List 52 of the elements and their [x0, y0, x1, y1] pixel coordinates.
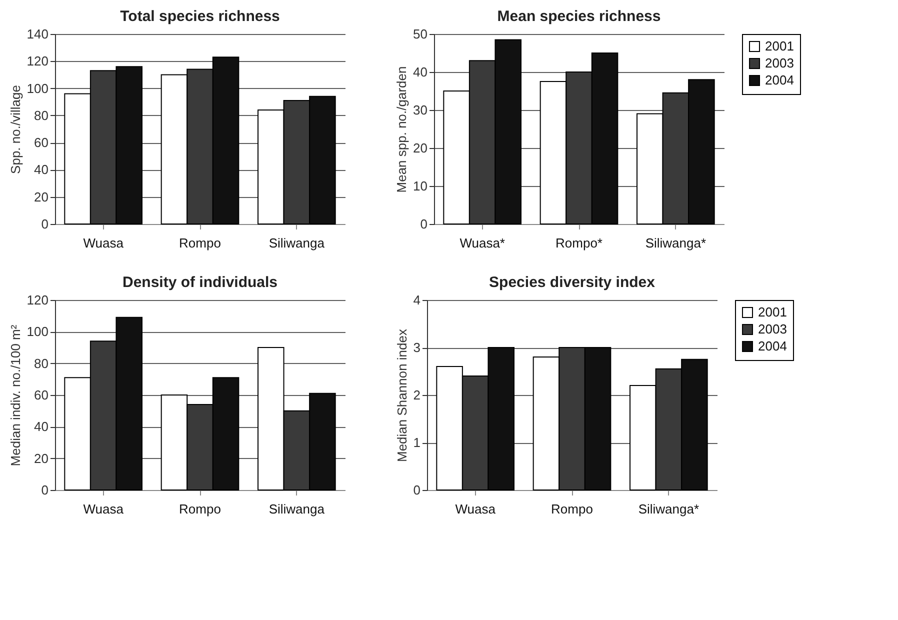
y-tick-label: 20	[34, 189, 48, 204]
y-tick-label: 100	[26, 324, 48, 340]
legend-label: 2001	[765, 38, 794, 54]
y-tick-label: 0	[413, 482, 420, 498]
x-tick-label: Rompo	[179, 502, 221, 516]
y-tick-label: 50	[413, 26, 428, 42]
chart-title: Mean species richness	[497, 8, 661, 25]
y-tick-label: 40	[34, 162, 48, 178]
legend-label: 2004	[758, 338, 787, 354]
y-tick-label: 140	[26, 26, 48, 42]
x-tick-label: Rompo*	[556, 236, 602, 250]
y-axis-title: Mean spp. no./garden	[394, 66, 410, 193]
y-axis-title: Spp. no./village	[8, 85, 23, 174]
y-tick-label: 30	[413, 102, 428, 118]
chart-title: Species diversity index	[489, 274, 656, 291]
y-tick-label: 80	[34, 356, 48, 371]
y-tick-label: 10	[413, 178, 428, 194]
y-tick-label: 60	[34, 388, 48, 402]
y-tick-label: 2	[413, 388, 420, 402]
y-tick-label: 60	[34, 135, 48, 150]
x-tick-label: Siliwanga*	[645, 236, 706, 250]
chart-title: Density of individuals	[122, 274, 278, 291]
x-tick-label: Wuasa	[83, 502, 124, 516]
y-tick-label: 80	[34, 108, 48, 123]
x-tick-label: Rompo	[551, 502, 593, 516]
y-tick-label: 20	[413, 140, 428, 156]
y-axis-title: Median Shannon index	[394, 328, 410, 462]
y-tick-label: 40	[34, 419, 48, 434]
legend-label: 2003	[758, 322, 787, 336]
legend-label: 2003	[765, 56, 794, 70]
x-tick-label: Siliwanga	[268, 502, 326, 516]
x-tick-label: Wuasa	[83, 236, 124, 250]
y-tick-label: 120	[26, 54, 48, 69]
y-tick-label: 0	[420, 216, 428, 232]
y-tick-label: 120	[26, 292, 48, 308]
y-tick-label: 1	[413, 435, 420, 450]
legend-label: 2004	[765, 72, 794, 88]
y-tick-label: 3	[413, 340, 420, 355]
y-axis-title: Median indiv. no./100 m²	[8, 324, 23, 466]
x-tick-label: Rompo	[179, 236, 221, 250]
y-tick-label: 40	[413, 64, 428, 80]
y-tick-label: 20	[34, 450, 48, 466]
chart-title: Total species richness	[120, 8, 280, 25]
x-tick-label: Wuasa	[455, 502, 496, 516]
x-tick-label: Wuasa*	[460, 236, 505, 250]
legend-label: 2001	[758, 304, 787, 320]
y-tick-label: 0	[41, 216, 48, 232]
y-tick-label: 4	[413, 292, 420, 308]
y-tick-label: 100	[26, 80, 48, 96]
x-tick-label: Siliwanga*	[638, 502, 700, 516]
x-tick-label: Siliwanga	[268, 236, 326, 250]
y-tick-label: 0	[41, 482, 48, 498]
